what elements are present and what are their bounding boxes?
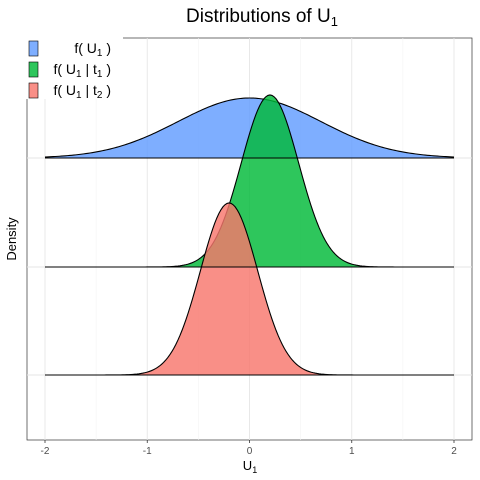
x-axis-title-subscript: 1	[252, 465, 257, 475]
x-tick-label: 1	[349, 446, 355, 457]
chart-title-main: Distributions of U	[186, 6, 331, 27]
legend-label: f( U1 | t2 )	[53, 82, 111, 101]
x-tick-label: 0	[247, 446, 253, 457]
x-tick-label: -1	[143, 446, 152, 457]
legend: f( U1 ) f( U1 | t1 ) f( U1 | t2 )	[23, 33, 123, 101]
x-tick-label: -2	[41, 446, 50, 457]
x-tick-label: 2	[451, 446, 457, 457]
legend-swatch	[29, 83, 38, 98]
legend-label: f( U1 )	[74, 40, 111, 59]
x-axis: -2 -1 0 1 2	[41, 440, 458, 457]
legend-swatch	[29, 41, 38, 56]
y-axis-title: Density	[4, 217, 19, 261]
x-axis-title: U1	[243, 458, 257, 475]
x-axis-title-main: U	[243, 458, 252, 473]
legend-swatch	[29, 62, 38, 77]
legend-label: f( U1 | t1 )	[53, 61, 111, 80]
chart-title-subscript: 1	[331, 14, 338, 29]
chart-title: Distributions of U1	[186, 6, 338, 29]
